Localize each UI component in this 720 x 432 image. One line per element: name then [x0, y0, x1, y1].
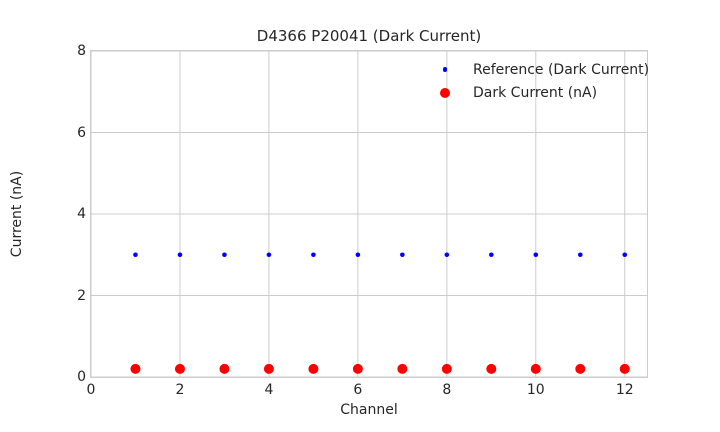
legend-label-reference: Reference (Dark Current) — [473, 61, 650, 78]
data-point-dark-current-na — [575, 363, 586, 374]
y-tick-label: 4 — [77, 206, 86, 222]
data-point-dark-current-na — [130, 363, 141, 374]
legend-item-reference: Reference (Dark Current) — [430, 58, 649, 81]
y-tick-label: 2 — [77, 287, 86, 304]
legend-marker-reference-circle-icon — [442, 67, 448, 72]
data-point-dark-current-na — [619, 363, 630, 374]
x-tick-label: 8 — [442, 382, 452, 398]
data-point-reference-dark-current — [266, 252, 272, 258]
data-point-reference-dark-current — [533, 252, 539, 258]
legend-item-dark-current: Dark Current (nA) — [430, 81, 649, 104]
plot-area — [90, 50, 648, 378]
x-tick-label: 4 — [264, 382, 274, 398]
data-point-dark-current-na — [486, 363, 497, 374]
data-point-reference-dark-current — [222, 252, 227, 258]
data-point-reference-dark-current — [444, 252, 450, 258]
data-point-dark-current-na — [308, 363, 319, 374]
data-point-reference-dark-current — [311, 252, 316, 258]
x-tick-label: 12 — [615, 382, 634, 398]
x-tick-label: 10 — [526, 382, 545, 398]
legend-marker-dark-current-circle-icon — [440, 87, 450, 98]
y-tick-label: 8 — [77, 43, 86, 59]
legend-label-dark-current: Dark Current (nA) — [473, 84, 598, 101]
data-point-dark-current-na — [397, 363, 408, 374]
y-axis-label: Current (nA) — [9, 170, 25, 258]
x-tick-label: 6 — [353, 382, 363, 398]
legend-marker-box — [430, 87, 460, 98]
chart-title: D4366 P20041 (Dark Current) — [256, 27, 482, 45]
data-point-dark-current-na — [263, 363, 274, 374]
y-tick-label: 0 — [77, 369, 86, 385]
data-point-dark-current-na — [352, 363, 363, 374]
x-tick-label: 2 — [175, 382, 185, 398]
data-point-reference-dark-current — [489, 252, 494, 258]
data-point-reference-dark-current — [355, 252, 361, 258]
legend-marker-box — [430, 67, 460, 72]
data-point-reference-dark-current — [133, 252, 138, 258]
data-point-reference-dark-current — [577, 252, 583, 258]
data-point-dark-current-na — [219, 363, 230, 374]
data-point-reference-dark-current — [177, 252, 183, 258]
data-point-dark-current-na — [441, 363, 452, 374]
chart-canvas — [91, 51, 647, 377]
data-point-reference-dark-current — [622, 252, 628, 258]
data-point-reference-dark-current — [400, 252, 405, 258]
data-point-dark-current-na — [530, 363, 541, 374]
x-axis-label: Channel — [340, 402, 398, 418]
legend: Reference (Dark Current) Dark Current (n… — [430, 58, 649, 104]
x-tick-label: 0 — [86, 382, 96, 398]
data-point-dark-current-na — [174, 363, 185, 374]
y-tick-label: 6 — [77, 124, 86, 141]
